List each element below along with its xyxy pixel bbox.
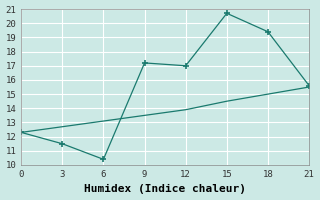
X-axis label: Humidex (Indice chaleur): Humidex (Indice chaleur)	[84, 184, 246, 194]
